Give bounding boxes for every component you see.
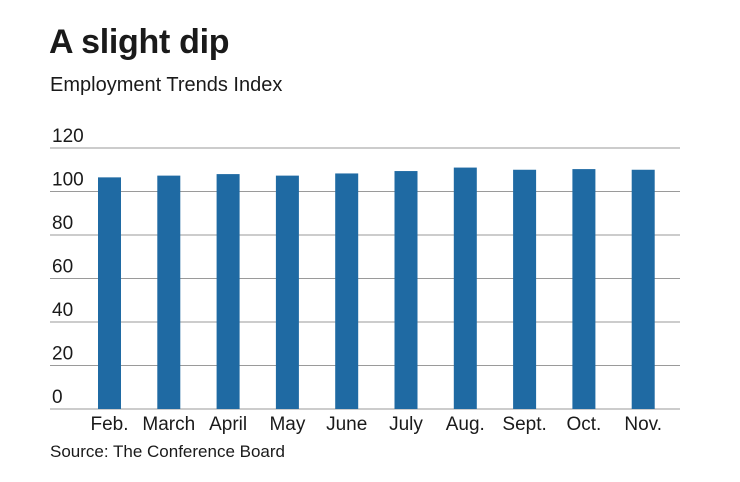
y-tick-label: 0 — [52, 387, 63, 408]
y-tick-label: 120 — [52, 126, 84, 147]
x-tick-label: Aug. — [446, 414, 485, 435]
x-tick-label: Oct. — [566, 414, 601, 435]
bar-sept — [513, 169, 537, 409]
bar-oct — [572, 169, 596, 409]
x-tick-label: Sept. — [502, 414, 546, 435]
bar-june — [335, 173, 359, 409]
y-tick-label: 80 — [52, 213, 73, 234]
x-tick-label: March — [142, 414, 195, 435]
x-tick-label: July — [389, 414, 423, 435]
x-tick-label: Nov. — [624, 414, 662, 435]
y-axis-ticks: 0 20 40 60 80 100 120 — [52, 126, 84, 408]
bar-july — [394, 171, 418, 409]
x-tick-label: June — [326, 414, 367, 435]
bar-aug — [453, 167, 477, 409]
y-tick-label: 40 — [52, 300, 73, 321]
bars — [98, 167, 655, 409]
y-tick-label: 100 — [52, 170, 84, 191]
x-tick-label: April — [209, 414, 247, 435]
y-tick-label: 20 — [52, 344, 73, 365]
bar-april — [216, 174, 240, 409]
chart-title: A slight dip — [49, 23, 230, 61]
x-tick-label: Feb. — [90, 414, 128, 435]
x-axis-ticks: Feb. March April May June July Aug. Sept. Oct. No… — [90, 414, 662, 435]
bar-nov — [631, 169, 655, 409]
bar-chart: 0 20 40 60 80 100 120 Feb. March April May June Jul… — [50, 126, 680, 435]
chart-subtitle: Employment Trends Index — [50, 74, 283, 96]
bar-may — [275, 175, 299, 409]
x-tick-label: May — [269, 414, 305, 435]
source-note: Source: The Conference Board — [50, 442, 285, 461]
bar-feb — [98, 177, 121, 409]
y-tick-label: 60 — [52, 257, 73, 278]
bar-march — [157, 175, 181, 409]
